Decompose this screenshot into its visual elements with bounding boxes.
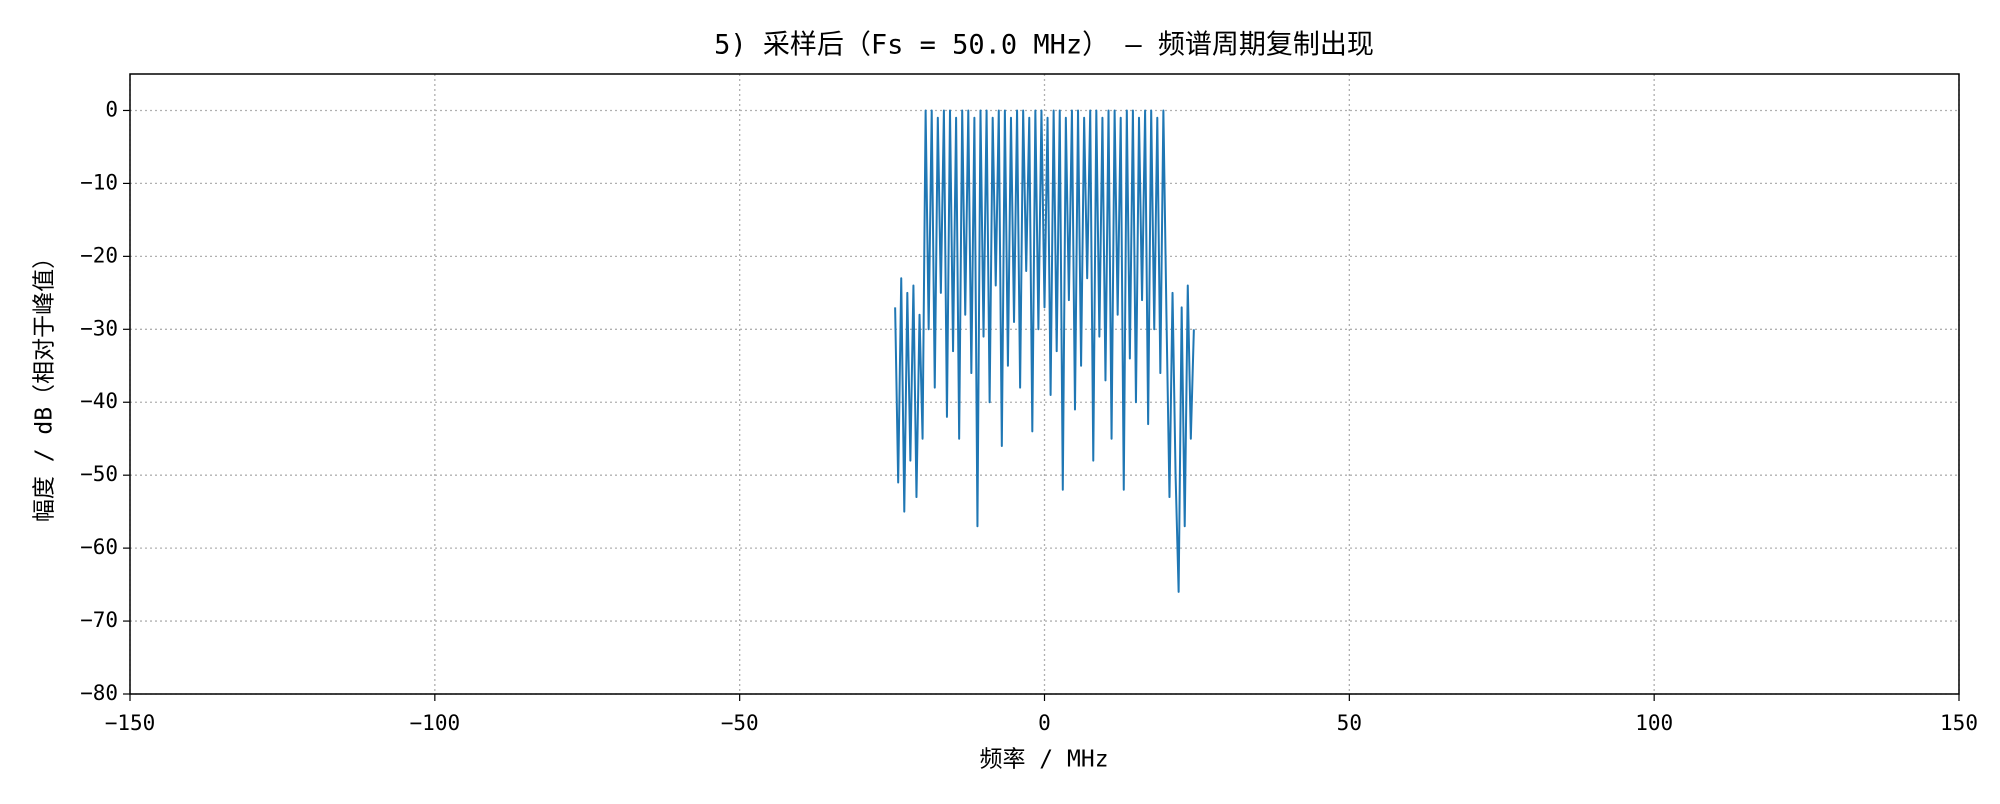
plot-frame (129, 73, 1960, 695)
spectrum-line (894, 109, 1195, 593)
x-tick-label: 50 (1337, 711, 1362, 735)
y-tick-label: −30 (80, 316, 118, 340)
x-tick-label: 150 (1940, 711, 1978, 735)
chart-title: 5) 采样后（Fs = 50.0 MHz） — 频谱周期复制出现 (714, 30, 1374, 61)
y-tick-label: −60 (80, 535, 118, 559)
y-axis-label: 幅度 / dB（相对于峰值） (32, 246, 58, 522)
y-tick-label: −70 (80, 608, 118, 632)
x-tick-label: −50 (721, 711, 759, 735)
x-tick-label: 0 (1038, 711, 1051, 735)
y-tick-label: −80 (80, 681, 118, 705)
x-tick-label: 100 (1635, 711, 1673, 735)
y-tick-label: −40 (80, 389, 118, 413)
y-tick-label: 0 (105, 97, 118, 121)
y-tick-label: −10 (80, 170, 118, 194)
x-axis-label: 频率 / MHz (979, 747, 1108, 773)
x-tick-label: −150 (105, 711, 156, 735)
x-tick-label: −100 (410, 711, 461, 735)
y-tick-label: −20 (80, 243, 118, 267)
y-tick-label: −50 (80, 462, 118, 486)
